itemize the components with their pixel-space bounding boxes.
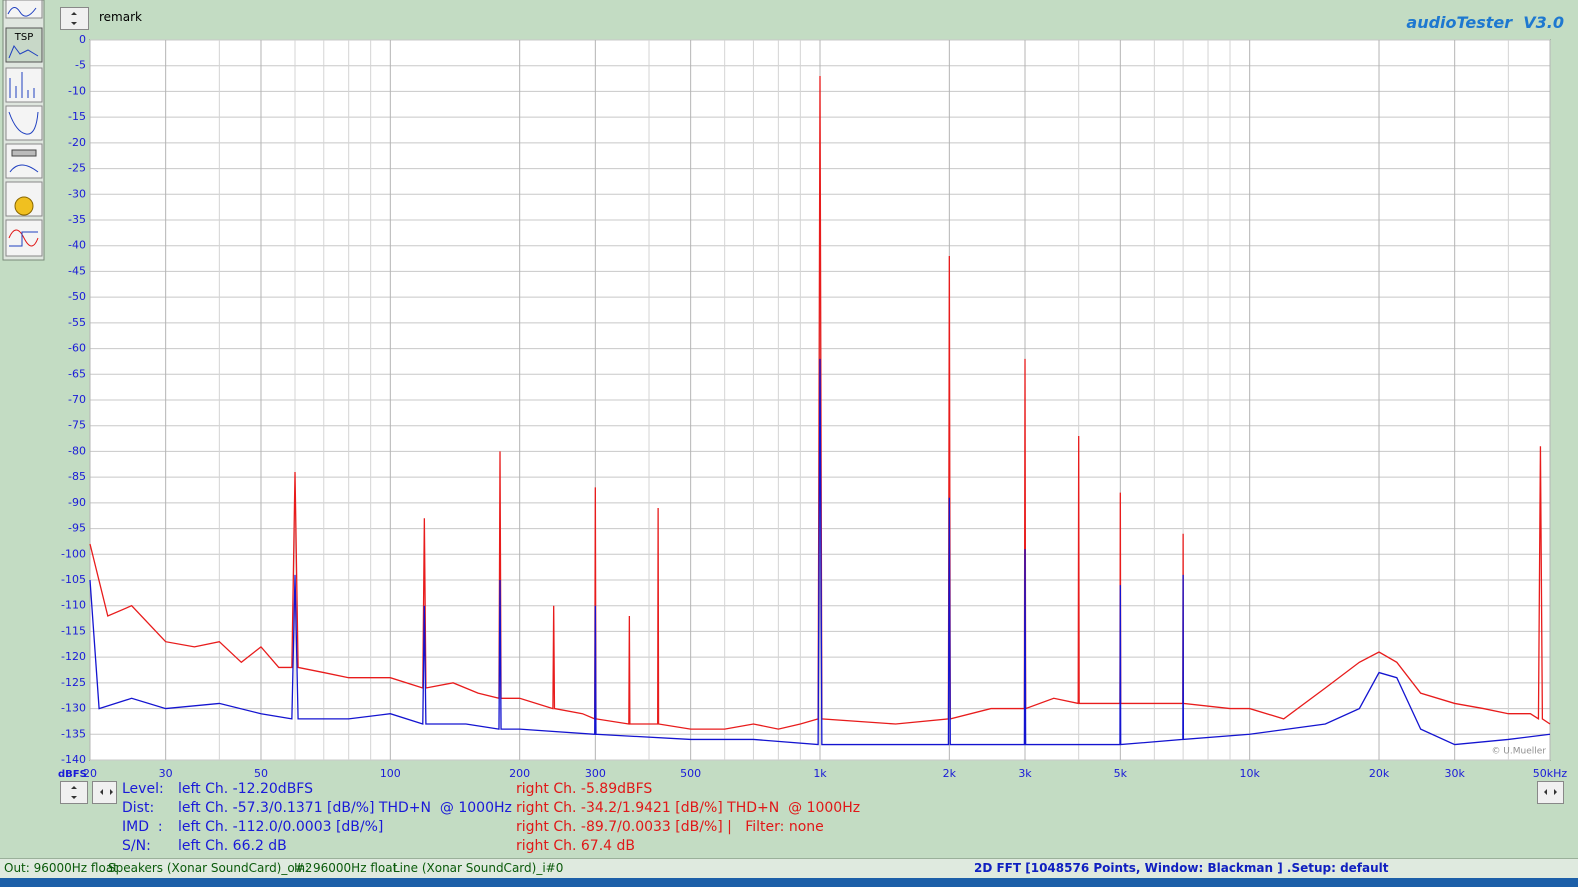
tool-button[interactable] bbox=[5, 219, 43, 257]
y-tick-label: -35 bbox=[68, 213, 86, 226]
y-tick-label: -5 bbox=[75, 59, 86, 72]
y-tick-label: -40 bbox=[68, 239, 86, 252]
y-tick-label: -30 bbox=[68, 187, 86, 200]
y-tick-label: -85 bbox=[68, 470, 86, 483]
y-tick-label: -120 bbox=[61, 650, 86, 663]
right-channel-result: right Ch. 67.4 dB bbox=[516, 838, 636, 854]
y-tick-label: -90 bbox=[68, 496, 86, 509]
x-tick-label: 3k bbox=[1018, 767, 1032, 780]
spectrum-line bbox=[89, 75, 1551, 730]
status-out: Out: 96000Hz float bbox=[4, 861, 118, 875]
tool-button[interactable] bbox=[5, 105, 43, 141]
x-tick-label: 2k bbox=[943, 767, 957, 780]
x-tick-label: 200 bbox=[509, 767, 530, 780]
y-tick-label: -45 bbox=[68, 264, 86, 277]
y-unit-label: dBFS bbox=[58, 769, 87, 780]
y-tick-label: -95 bbox=[68, 522, 86, 535]
y-tick-label: -70 bbox=[68, 393, 86, 406]
y-tick-label: -110 bbox=[61, 599, 86, 612]
status-mode: 2D FFT [1048576 Points, Window: Blackman… bbox=[974, 861, 1389, 875]
y-tick-label: -80 bbox=[68, 444, 86, 457]
y-tick-label: -105 bbox=[61, 573, 86, 586]
y-tick-label: -115 bbox=[61, 624, 86, 637]
tool-button[interactable] bbox=[5, 67, 43, 103]
y-tick-label: -20 bbox=[68, 136, 86, 149]
right-channel-result: right Ch. -5.89dBFS bbox=[516, 781, 653, 797]
x-tick-label: 500 bbox=[680, 767, 701, 780]
y-tick-label: -60 bbox=[68, 342, 86, 355]
tool-label: TSP bbox=[14, 32, 34, 43]
info-label: S/N: bbox=[122, 838, 151, 854]
y-tick-label: -15 bbox=[68, 110, 86, 123]
left-channel-result: left Ch. -112.0/0.0003 [dB/%] bbox=[178, 819, 384, 835]
tool-button[interactable] bbox=[5, 143, 43, 179]
y-tick-label: -75 bbox=[68, 419, 86, 432]
y-tick-label: -10 bbox=[68, 84, 86, 97]
x-tick-label: 20k bbox=[1369, 767, 1390, 780]
x-tick-label: 5k bbox=[1114, 767, 1128, 780]
y-tick-label: 0 bbox=[79, 33, 86, 46]
fft-chart: 0 -5 -10 -15 -20 -25 -30 -35 -40 -45 -50 -55 -60 -65 -… bbox=[58, 33, 1568, 780]
y-tick-label: -50 bbox=[68, 290, 86, 303]
status-bar: Out: 96000Hz float Speakers (Xonar Sound… bbox=[0, 858, 1578, 878]
scroll-buttons[interactable] bbox=[1537, 781, 1565, 805]
x-tick-label: 1k bbox=[813, 767, 827, 780]
x-tick-label: 300 bbox=[585, 767, 606, 780]
x-tick-label: 30 bbox=[159, 767, 173, 780]
remark-label: remark bbox=[99, 10, 142, 24]
tool-button[interactable] bbox=[5, 0, 43, 19]
status-out-device: Speakers (Xonar SoundCard)_o#2 bbox=[108, 861, 313, 875]
right-channel-result: right Ch. -34.2/1.9421 [dB/%] THD+N @ 10… bbox=[516, 800, 861, 816]
y-tick-label: -25 bbox=[68, 162, 86, 175]
left-channel-result: left Ch. -57.3/0.1371 [dB/%] THD+N @ 100… bbox=[178, 800, 512, 816]
window-edge bbox=[0, 878, 1578, 887]
y-tick-label: -100 bbox=[61, 547, 86, 560]
info-label: IMD : bbox=[122, 819, 163, 835]
x-tick-label: 50 bbox=[254, 767, 268, 780]
tool-button[interactable]: TSP bbox=[5, 27, 43, 63]
x-tick-label: 20 bbox=[83, 767, 97, 780]
status-in-device: Line (Xonar SoundCard)_i#0 bbox=[393, 861, 564, 875]
spectrum-line bbox=[89, 358, 1551, 746]
y-tick-label: -135 bbox=[61, 727, 86, 740]
x-tick-label: 10k bbox=[1239, 767, 1260, 780]
tool-button[interactable] bbox=[5, 181, 43, 217]
y-tick-label: -65 bbox=[68, 367, 86, 380]
copyright: © U.Mueller bbox=[1491, 747, 1546, 757]
x-tick-label: 100 bbox=[380, 767, 401, 780]
left-channel-result: left Ch. 66.2 dB bbox=[178, 838, 287, 854]
y-tick-label: -130 bbox=[61, 702, 86, 715]
left-channel-result: left Ch. -12.20dBFS bbox=[178, 781, 313, 797]
info-label: Level: bbox=[122, 781, 164, 797]
info-label: Dist: bbox=[122, 800, 155, 816]
app-title: audioTester V3.0 bbox=[1406, 13, 1564, 32]
right-channel-result: right Ch. -89.7/0.0033 [dB/%] | Filter: … bbox=[516, 819, 824, 835]
spinner[interactable] bbox=[60, 7, 90, 31]
x-tick-label: 30k bbox=[1444, 767, 1465, 780]
status-in: In: 96000Hz float bbox=[294, 861, 398, 875]
x-tick-label: 50kHz bbox=[1533, 767, 1568, 780]
y-tick-label: -125 bbox=[61, 676, 86, 689]
spinner[interactable] bbox=[60, 781, 118, 807]
y-tick-label: -140 bbox=[61, 753, 86, 766]
toolbar: TSP bbox=[2, 0, 45, 261]
y-tick-label: -55 bbox=[68, 316, 86, 329]
